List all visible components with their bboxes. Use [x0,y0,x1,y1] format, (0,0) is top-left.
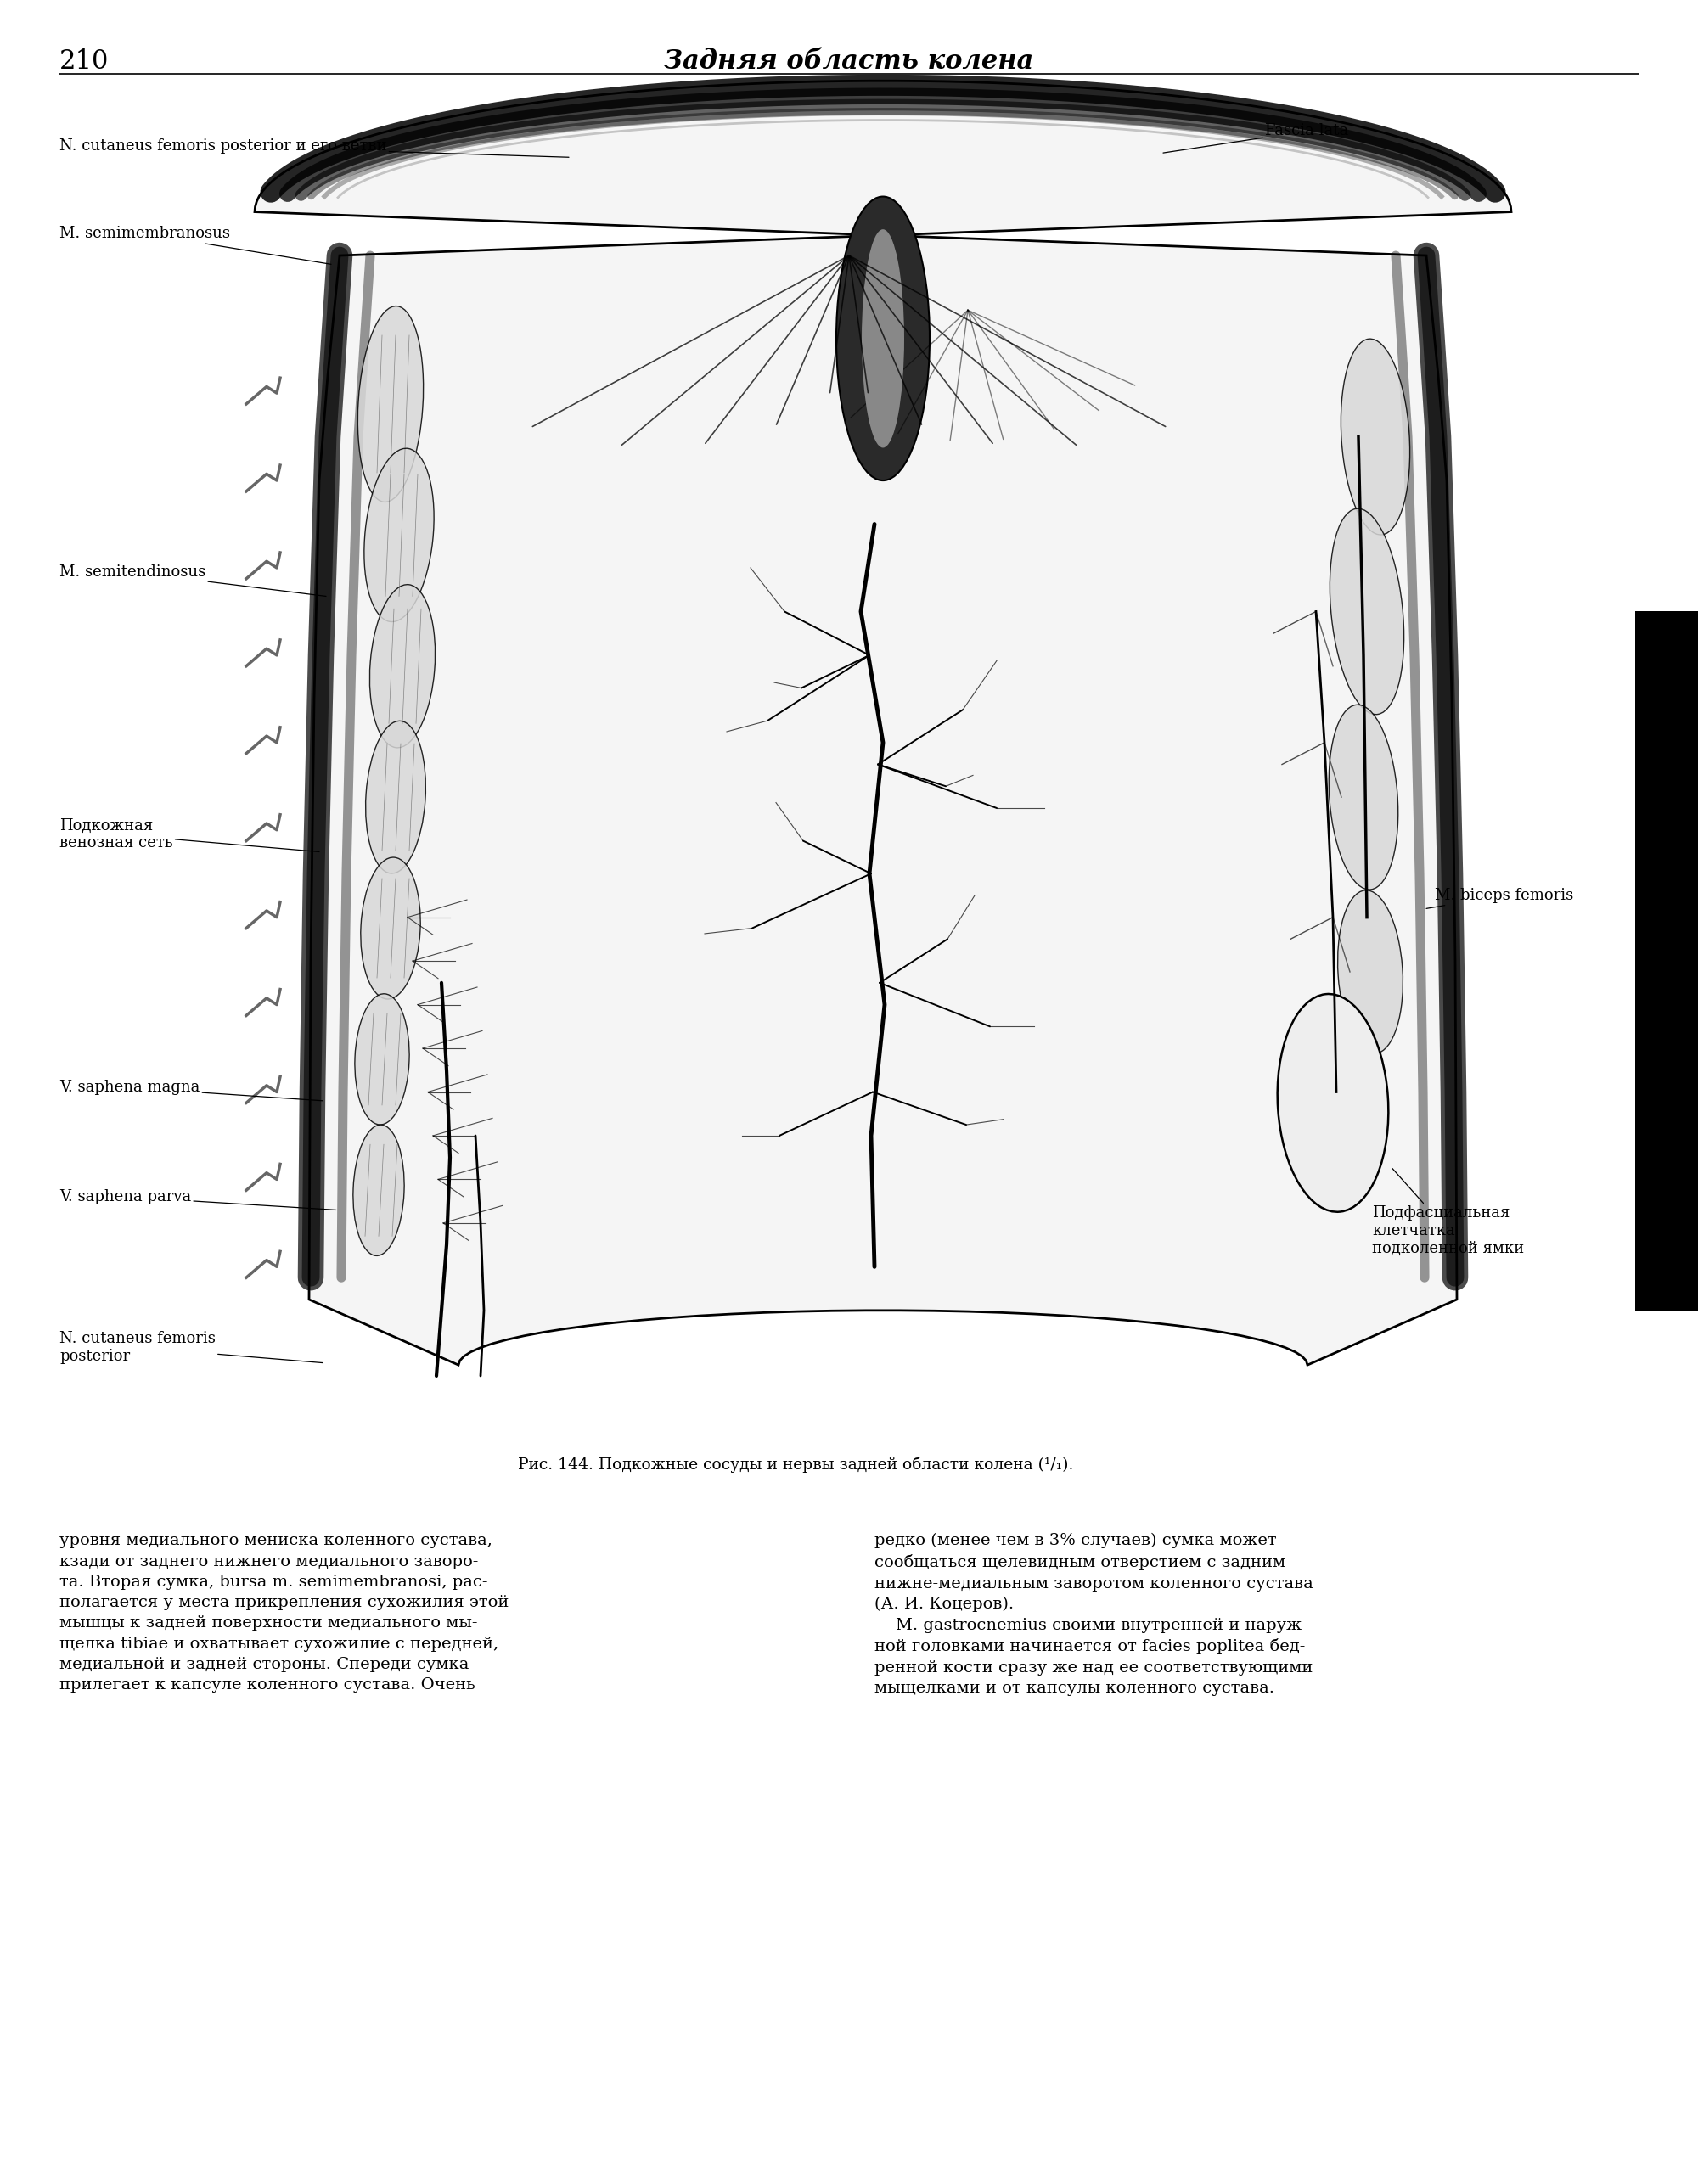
Text: M. semitendinosus: M. semitendinosus [59,566,326,596]
Text: Fascia lata: Fascia lata [1163,124,1348,153]
Text: M. biceps femoris: M. biceps femoris [1426,889,1574,909]
Text: Задняя область колена: Задняя область колена [664,48,1034,74]
Ellipse shape [360,858,421,998]
Ellipse shape [1330,705,1397,889]
Ellipse shape [358,306,423,502]
Ellipse shape [835,197,931,480]
Text: V. saphena parva: V. saphena parva [59,1190,336,1210]
Ellipse shape [353,1125,404,1256]
Text: Подфасциальная
клетчатка
подколенной ямки: Подфасциальная клетчатка подколенной ямк… [1372,1168,1525,1256]
Ellipse shape [365,721,426,874]
Text: V. saphena magna: V. saphena magna [59,1081,323,1101]
Ellipse shape [370,585,435,747]
Text: Рис. 144. Подкожные сосуды и нервы задней области колена (¹/₁).: Рис. 144. Подкожные сосуды и нервы задне… [518,1457,1073,1472]
Ellipse shape [363,448,435,622]
Ellipse shape [355,994,409,1125]
Ellipse shape [1277,994,1389,1212]
Text: N. cutaneus femoris
posterior: N. cutaneus femoris posterior [59,1330,323,1365]
Ellipse shape [1341,339,1409,535]
Ellipse shape [1330,509,1404,714]
Text: уровня медиального мениска коленного сустава,
кзади от заднего нижнего медиально: уровня медиального мениска коленного сус… [59,1533,509,1693]
Ellipse shape [1338,891,1403,1053]
Text: M. semimembranosus: M. semimembranosus [59,227,331,264]
Text: 210: 210 [59,48,109,74]
Polygon shape [246,92,1520,1431]
Text: N. cutaneus femoris posterior и его ветви: N. cutaneus femoris posterior и его ветв… [59,140,569,157]
Bar [1635,612,1698,1310]
Text: редко (менее чем в 3% случаев) сумка может
сообщаться щелевидным отверстием с за: редко (менее чем в 3% случаев) сумка мож… [874,1533,1313,1695]
Ellipse shape [863,229,903,448]
Polygon shape [255,81,1511,1365]
Text: Подкожная
венозная сеть: Подкожная венозная сеть [59,817,319,852]
